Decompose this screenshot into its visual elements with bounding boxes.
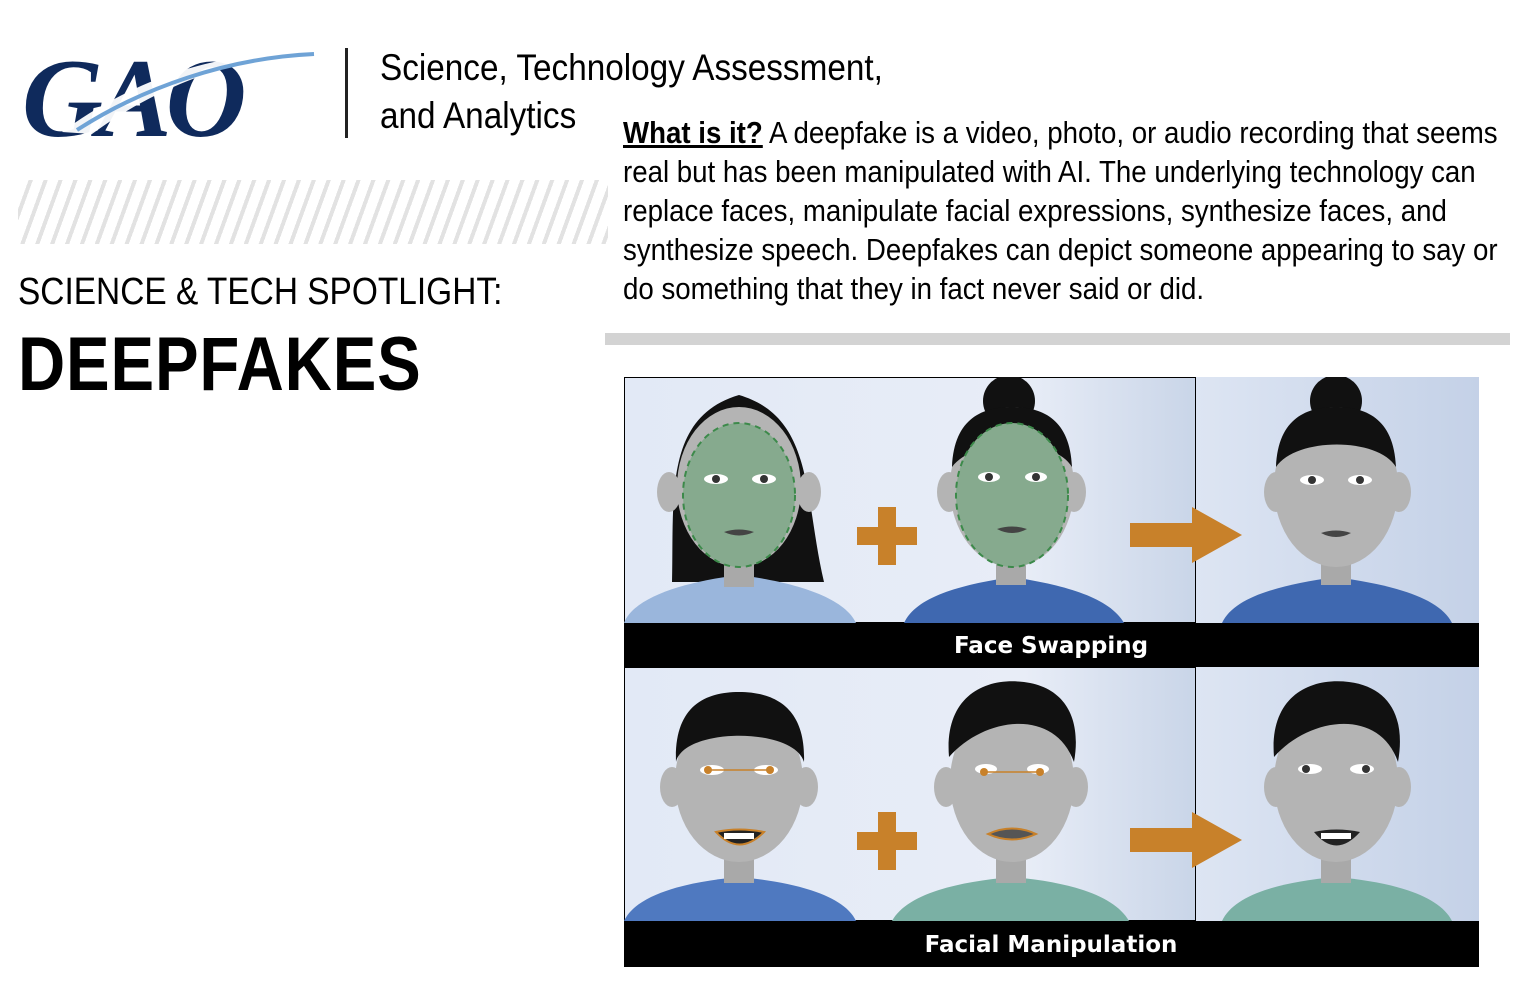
swapped-result-face: [1222, 377, 1452, 623]
target-neutral-face: [892, 681, 1129, 921]
manipulated-result-face: [1222, 681, 1452, 921]
description: What is it? A deepfake is a video, photo…: [623, 113, 1506, 308]
decorative-stripes: [18, 180, 608, 244]
target-face-bun: [904, 377, 1124, 623]
facial-manipulation-panel: Facial Manipulation: [624, 666, 1479, 967]
gao-logo: GAO: [22, 40, 315, 150]
header-subtitle: Science, Technology Assessment, and Anal…: [380, 44, 883, 140]
subtitle-line-2: and Analytics: [380, 95, 577, 136]
caption-facial-manipulation: Facial Manipulation: [925, 932, 1178, 958]
section-rule: [605, 333, 1510, 345]
plus-icon: [857, 812, 917, 870]
caption-face-swapping: Face Swapping: [954, 633, 1148, 659]
spotlight-label: SCIENCE & TECH SPOTLIGHT:: [18, 271, 503, 313]
description-body: A deepfake is a video, photo, or audio r…: [623, 115, 1498, 306]
face-swapping-panel: Face Swapping: [624, 377, 1479, 667]
deepfake-illustration: Face Swapping: [624, 377, 1479, 967]
source-expression-face: [624, 692, 856, 921]
plus-icon: [857, 507, 917, 565]
source-face-long-hair: [624, 395, 856, 623]
page-title: DEEPFAKES: [18, 322, 422, 407]
arrow-right-icon: [1130, 812, 1242, 868]
subtitle-line-1: Science, Technology Assessment,: [380, 47, 883, 88]
arrow-right-icon: [1130, 507, 1242, 563]
description-lead: What is it?: [623, 115, 763, 150]
header-divider: [345, 48, 348, 138]
